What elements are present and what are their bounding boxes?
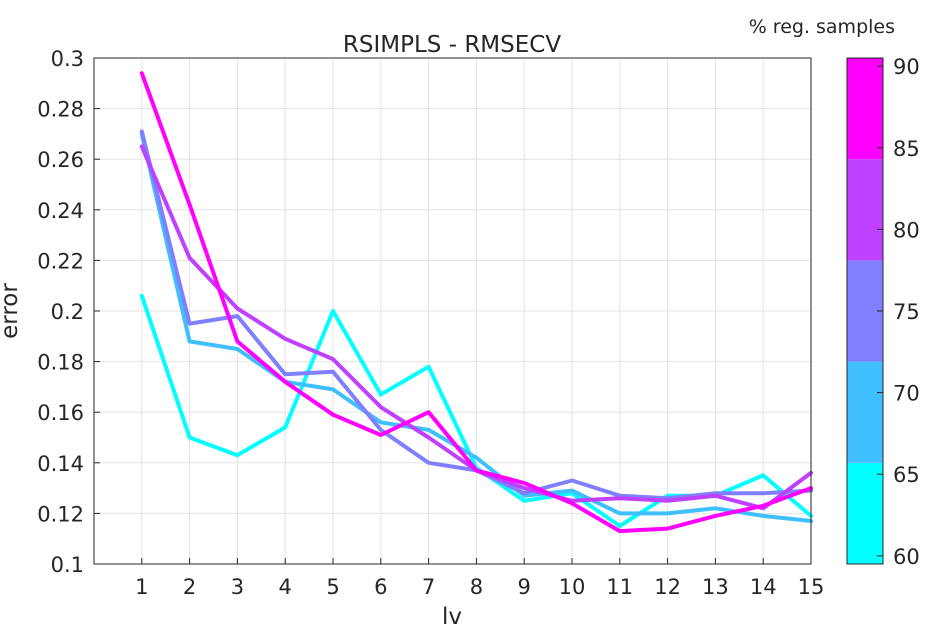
y-tick-label: 0.26 <box>37 148 84 172</box>
y-tick-label: 0.22 <box>37 249 84 273</box>
y-tick-label: 0.14 <box>37 452 84 476</box>
colorbar-band-2 <box>847 361 883 463</box>
x-tick-label: 10 <box>559 575 586 599</box>
chart-title: RSIMPLS - RMSECV <box>343 32 561 58</box>
x-tick-label: 14 <box>750 575 777 599</box>
colorbar-tick-label: 80 <box>893 218 920 242</box>
y-axis-ticks: 0.1 0.12 0.14 0.16 0.18 0.2 0.22 0.24 0.26 0.28 0.… <box>37 47 100 577</box>
colorbar-label: % reg. samples <box>749 16 895 38</box>
x-axis-ticks: 1 2 3 4 5 6 7 8 9 10 11 12 13 14 15 <box>135 558 824 599</box>
colorbar-band-4 <box>847 159 883 261</box>
x-tick-label: 1 <box>135 575 148 599</box>
colorbar-tick-label: 70 <box>893 382 920 406</box>
x-tick-label: 3 <box>231 575 244 599</box>
y-tick-label: 0.18 <box>37 351 84 375</box>
colorbar-tick-label: 85 <box>893 137 920 161</box>
x-tick-label: 6 <box>374 575 387 599</box>
y-tick-label: 0.12 <box>37 502 84 526</box>
y-tick-label: 0.24 <box>37 199 84 223</box>
y-tick-label: 0.2 <box>51 300 84 324</box>
series-line-2 <box>139 131 813 523</box>
colorbar-tick-label: 60 <box>893 545 920 569</box>
y-axis-label: error <box>0 283 23 339</box>
colorbar-tick-label: 90 <box>893 55 920 79</box>
colorbar-band-5 <box>847 58 883 160</box>
y-tick-label: 0.3 <box>51 47 84 71</box>
x-tick-label: 9 <box>518 575 531 599</box>
colorbar-tick-label: 65 <box>893 463 920 487</box>
x-tick-label: 11 <box>606 575 633 599</box>
colorbar: 60 65 70 75 80 85 90 <box>846 55 920 569</box>
colorbar-tick-label: 75 <box>893 300 920 324</box>
y-tick-label: 0.28 <box>37 98 84 122</box>
x-tick-label: 7 <box>422 575 435 599</box>
x-tick-label: 13 <box>702 575 729 599</box>
x-tick-label: 4 <box>279 575 292 599</box>
x-tick-label: 8 <box>470 575 483 599</box>
x-tick-label: 5 <box>326 575 339 599</box>
x-tick-label: 2 <box>183 575 196 599</box>
colorbar-band-1 <box>847 462 883 564</box>
x-tick-label: 12 <box>654 575 681 599</box>
x-axis-label: lv <box>442 604 462 630</box>
series-line-5 <box>139 71 813 534</box>
y-tick-label: 0.16 <box>37 401 84 425</box>
x-tick-label: 15 <box>798 575 825 599</box>
series-lines <box>139 71 813 534</box>
y-tick-label: 0.1 <box>51 553 84 577</box>
